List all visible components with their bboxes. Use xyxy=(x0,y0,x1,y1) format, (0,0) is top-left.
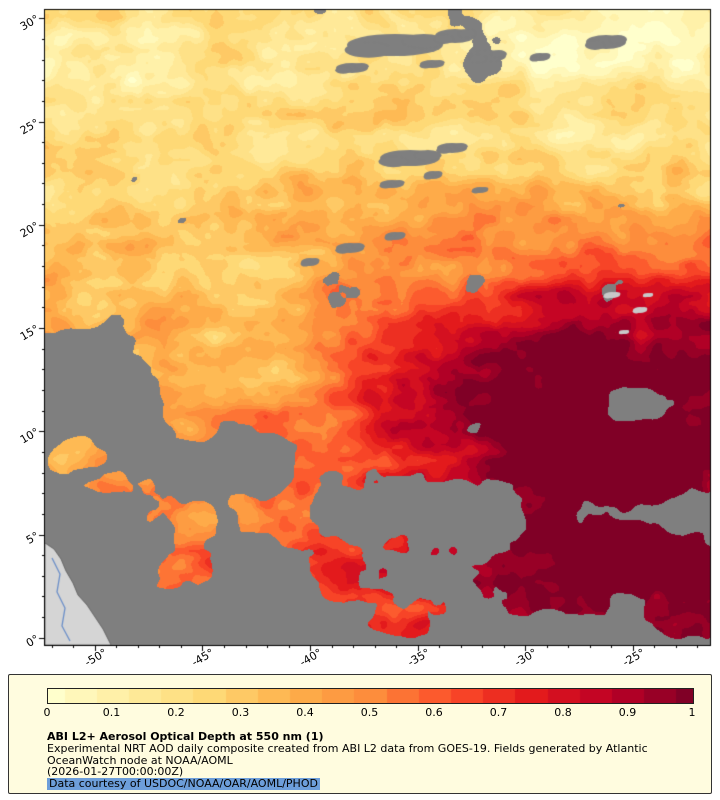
colorbar-tick-label: 0.6 xyxy=(425,706,443,719)
colorbar-tick-label: 0.5 xyxy=(360,706,379,719)
aod-map-canvas xyxy=(0,0,720,672)
legend-timestamp: (2026-01-27T00:00:00Z) xyxy=(47,765,184,779)
colorbar-tick-label: 0.7 xyxy=(489,706,508,719)
legend-captions: ABI L2+ Aerosol Optical Depth at 550 nm … xyxy=(47,731,648,790)
colorbar-tick-label: 0.8 xyxy=(554,706,572,719)
colorbar-tick-label: 0.1 xyxy=(102,706,121,719)
legend-panel: 0 0.1 0.2 0.3 0.4 0.5 0.6 0.7 0.8 0.9 1 ABI L2+ Ae… xyxy=(8,674,712,794)
colorbar-tick-label: 0.9 xyxy=(618,706,637,719)
colorbar-tick-label: 0 xyxy=(43,706,51,719)
colorbar-tick-label: 0.2 xyxy=(167,706,185,719)
colorbar-tick-label: 1 xyxy=(688,706,696,719)
legend-title: ABI L2+ Aerosol Optical Depth at 550 nm … xyxy=(47,730,324,743)
legend-description-line2: OceanWatch node at NOAA/AOML xyxy=(47,753,233,767)
colorbar xyxy=(47,688,694,704)
legend-courtesy-highlighted: Data courtesy of USDOC/NOAA/OAR/AOML/PHO… xyxy=(47,777,320,791)
colorbar-tick-label: 0.3 xyxy=(231,706,250,719)
colorbar-tick-label: 0.4 xyxy=(296,706,314,719)
legend-description-line1: Experimental NRT AOD daily composite cre… xyxy=(47,741,648,755)
